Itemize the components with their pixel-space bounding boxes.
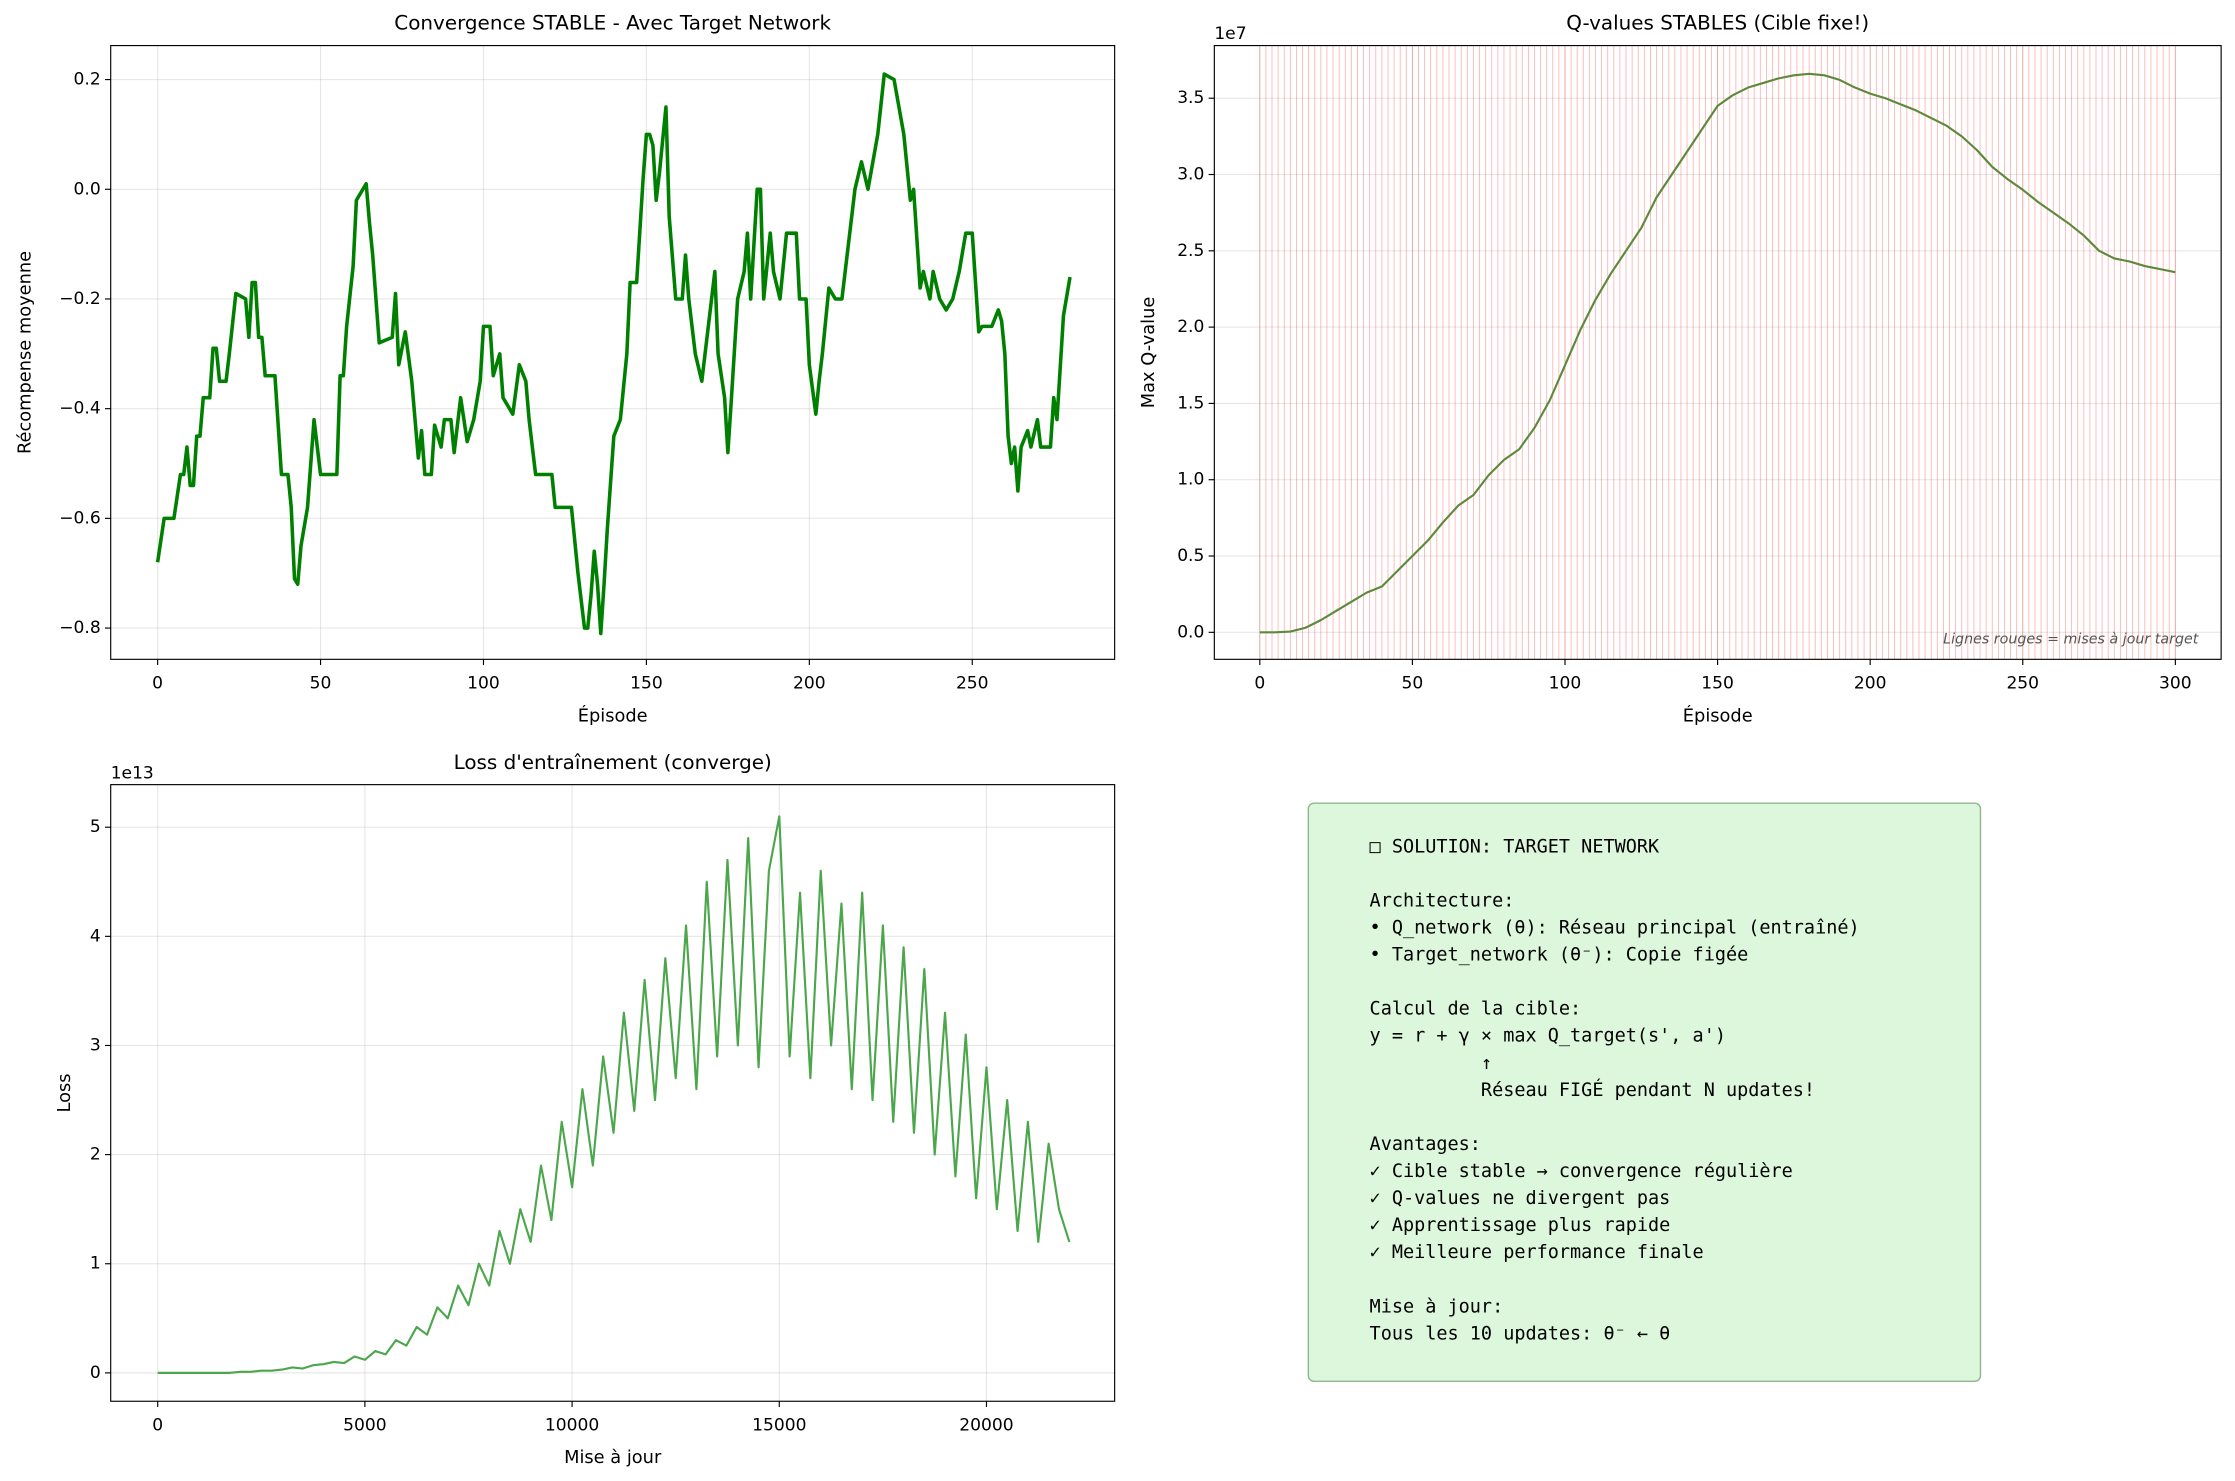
x-tick-label: 150 <box>630 674 663 694</box>
x-tick-label: 200 <box>1854 674 1887 694</box>
y-tick-label: 0 <box>90 1363 101 1383</box>
chart-title: Convergence STABLE - Avec Target Network <box>394 12 831 35</box>
y-tick-label: 1 <box>90 1254 101 1274</box>
plot-frame <box>1213 44 2222 660</box>
text-box-line: ↑ <box>1370 1053 1493 1074</box>
x-axis-label: Épisode <box>578 704 648 726</box>
x-tick-label: 0 <box>1254 674 1265 694</box>
x-tick-label: 200 <box>793 674 826 694</box>
y-tick-label: 3 <box>90 1035 101 1055</box>
y-tick-label: −0.6 <box>59 508 100 528</box>
x-tick-label: 250 <box>2006 674 2039 694</box>
text-box-line: ✓ Q-values ne divergent pas <box>1370 1188 1671 1209</box>
text-box <box>1307 802 1982 1383</box>
plot-frame <box>110 784 1116 1402</box>
y-tick-label: 0.2 <box>74 70 101 90</box>
text-box-line: ✓ Cible stable → convergence régulière <box>1370 1161 1793 1182</box>
y-tick-label: 3.5 <box>1177 88 1204 108</box>
text-box-line: ✓ Apprentissage plus rapide <box>1370 1215 1671 1236</box>
text-box-line: Réseau FIGÉ pendant N updates! <box>1370 1079 1816 1101</box>
text-box-line: y = r + γ × max Q_target(s', a') <box>1370 1026 1726 1047</box>
x-axis-label: Épisode <box>1683 704 1753 726</box>
annotation: Lignes rouges = mises à jour target <box>1943 631 2200 647</box>
x-tick-label: 5000 <box>343 1415 386 1435</box>
y-tick-label: 0.5 <box>1177 546 1204 566</box>
data-line <box>1259 72 2176 634</box>
y-offset-label: 1e7 <box>1214 24 1246 44</box>
x-tick-label: 0 <box>152 674 163 694</box>
y-tick-label: 2 <box>90 1145 101 1165</box>
y-tick-label: −0.4 <box>59 399 100 419</box>
y-tick-label: 4 <box>90 926 101 946</box>
x-tick-label: 10000 <box>545 1415 599 1435</box>
text-box-line: Architecture: <box>1370 890 1515 911</box>
text-box-line: □ SOLUTION: TARGET NETWORK <box>1370 836 1660 857</box>
chart-title: Q-values STABLES (Cible fixe!) <box>1566 12 1869 35</box>
text-box-line: • Q_network (θ): Réseau principal (entra… <box>1370 917 1860 938</box>
y-tick-label: −0.8 <box>59 618 100 638</box>
x-tick-label: 15000 <box>752 1415 806 1435</box>
y-axis-label: Loss <box>54 1073 75 1112</box>
y-tick-label: −0.2 <box>59 289 100 309</box>
x-tick-label: 150 <box>1701 674 1734 694</box>
x-tick-label: 20000 <box>959 1415 1013 1435</box>
y-offset-label: 1e13 <box>111 763 154 783</box>
text-box-line: • Target_network (θ⁻): Copie figée <box>1370 945 1749 966</box>
text-box-line: Tous les 10 updates: θ⁻ ← θ <box>1370 1323 1671 1344</box>
y-axis-label: Max Q-value <box>1138 297 1159 409</box>
text-box-line: ✓ Meilleure performance finale <box>1370 1242 1704 1263</box>
y-tick-label: 2.5 <box>1177 241 1204 261</box>
chart-title: Loss d'entraînement (converge) <box>454 751 772 774</box>
plot-frame <box>110 44 1116 660</box>
data-line <box>157 815 1071 1374</box>
x-tick-label: 0 <box>152 1415 163 1435</box>
text-box-line: Avantages: <box>1370 1134 1481 1155</box>
text-box-line: Mise à jour: <box>1370 1296 1504 1317</box>
x-tick-label: 50 <box>1402 674 1424 694</box>
text-box-line: Calcul de la cible: <box>1370 999 1582 1020</box>
x-axis-label: Mise à jour <box>564 1447 662 1468</box>
y-tick-label: 5 <box>90 817 101 837</box>
x-tick-label: 250 <box>956 674 989 694</box>
x-tick-label: 100 <box>467 674 500 694</box>
y-tick-label: 0.0 <box>74 179 101 199</box>
x-tick-label: 100 <box>1549 674 1582 694</box>
x-tick-label: 50 <box>310 674 332 694</box>
data-line <box>155 72 1072 636</box>
x-tick-label: 300 <box>2159 674 2192 694</box>
y-tick-label: 3.0 <box>1177 165 1204 185</box>
y-axis-label: Récompense moyenne <box>14 251 35 454</box>
y-tick-label: 0.0 <box>1177 622 1204 642</box>
y-tick-label: 2.0 <box>1177 317 1204 337</box>
y-tick-label: 1.5 <box>1177 393 1204 413</box>
y-tick-label: 1.0 <box>1177 470 1204 490</box>
